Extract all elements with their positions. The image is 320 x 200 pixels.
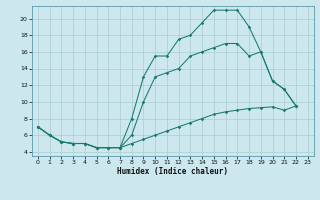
X-axis label: Humidex (Indice chaleur): Humidex (Indice chaleur) bbox=[117, 167, 228, 176]
